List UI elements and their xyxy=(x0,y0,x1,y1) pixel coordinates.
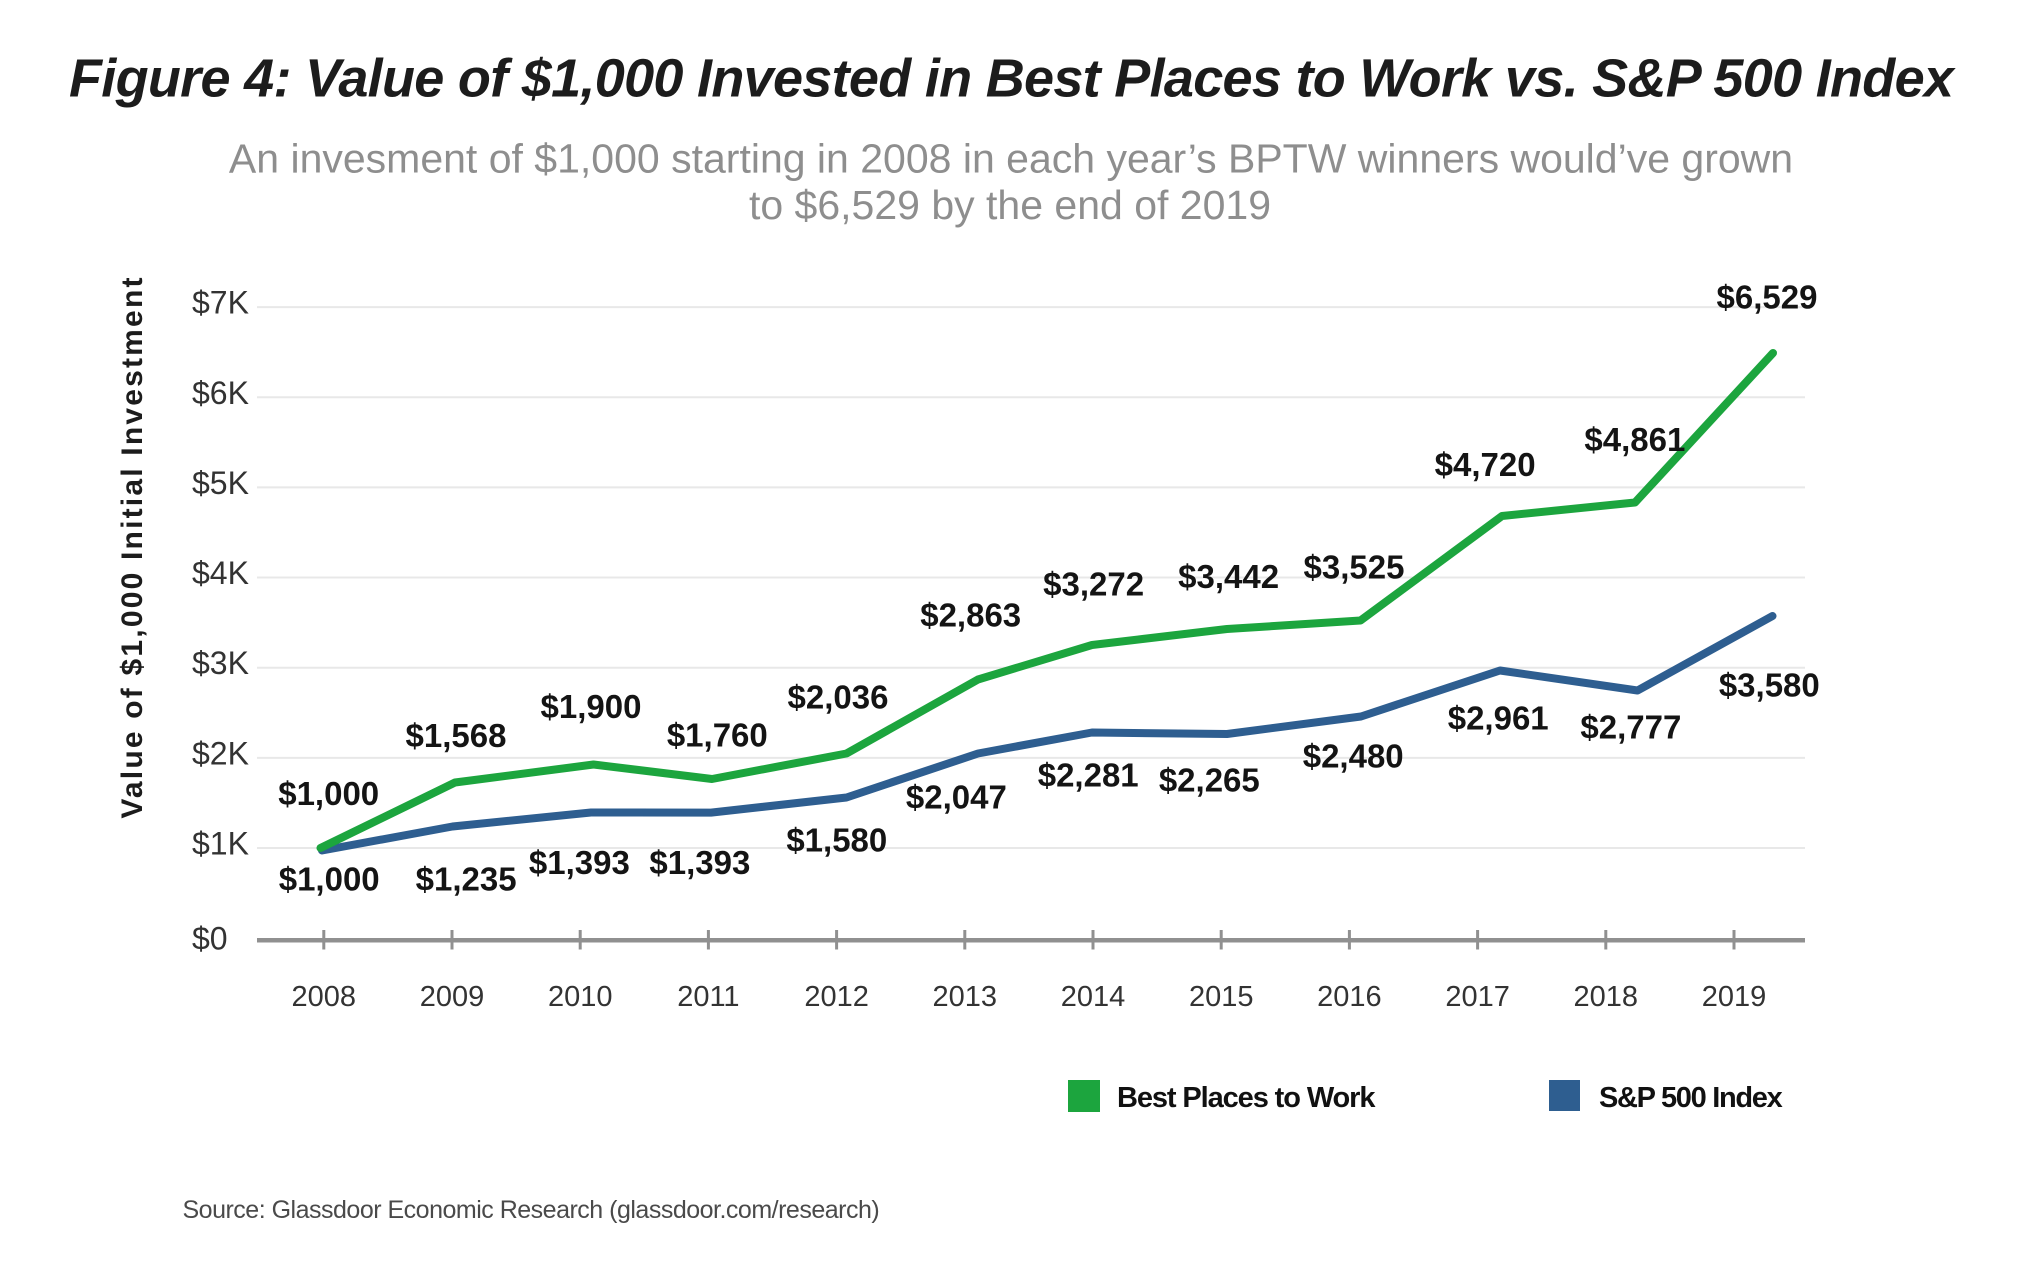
svg-text:$5K: $5K xyxy=(192,465,249,501)
svg-text:$3,525: $3,525 xyxy=(1304,549,1405,586)
svg-text:Source: Glassdoor Economic Res: Source: Glassdoor Economic Research (gla… xyxy=(183,1196,880,1224)
svg-text:$1,900: $1,900 xyxy=(541,688,642,725)
svg-text:to $6,529 by the end of 2019: to $6,529 by the end of 2019 xyxy=(749,182,1271,228)
svg-text:$3K: $3K xyxy=(192,645,249,681)
svg-text:2011: 2011 xyxy=(677,981,739,1013)
svg-text:$0: $0 xyxy=(192,921,228,957)
svg-text:$2K: $2K xyxy=(192,735,249,771)
svg-text:2019: 2019 xyxy=(1702,981,1767,1013)
svg-text:Value of $1,000 Initial Invest: Value of $1,000 Initial Investment xyxy=(116,275,149,818)
svg-text:$4K: $4K xyxy=(192,555,249,591)
svg-text:$1,393: $1,393 xyxy=(529,844,630,881)
svg-text:2017: 2017 xyxy=(1445,981,1510,1013)
svg-text:$1,000: $1,000 xyxy=(279,860,380,897)
svg-text:$7K: $7K xyxy=(192,285,249,321)
svg-text:2016: 2016 xyxy=(1317,981,1382,1013)
svg-text:2009: 2009 xyxy=(420,981,485,1013)
svg-text:$2,480: $2,480 xyxy=(1303,738,1404,775)
svg-text:$3,442: $3,442 xyxy=(1178,558,1279,595)
svg-text:$6K: $6K xyxy=(192,375,249,411)
svg-text:$4,720: $4,720 xyxy=(1435,446,1536,483)
svg-text:$2,047: $2,047 xyxy=(906,779,1007,816)
svg-text:2008: 2008 xyxy=(292,981,357,1013)
svg-text:$2,281: $2,281 xyxy=(1038,756,1139,793)
svg-text:An invesment of $1,000 startin: An invesment of $1,000 starting in 2008 … xyxy=(229,136,1793,182)
svg-text:Best Places to Work: Best Places to Work xyxy=(1117,1082,1376,1114)
svg-text:$1,568: $1,568 xyxy=(406,717,507,754)
svg-text:S&P 500 Index: S&P 500 Index xyxy=(1599,1082,1783,1114)
svg-text:$1,393: $1,393 xyxy=(649,844,750,881)
svg-text:$3,272: $3,272 xyxy=(1043,566,1144,603)
svg-text:$4,861: $4,861 xyxy=(1584,421,1685,458)
svg-text:$1,760: $1,760 xyxy=(667,717,768,754)
svg-text:$2,863: $2,863 xyxy=(920,597,1021,634)
svg-text:$3,580: $3,580 xyxy=(1719,666,1820,703)
svg-text:$2,961: $2,961 xyxy=(1448,700,1549,737)
svg-text:2015: 2015 xyxy=(1189,981,1254,1013)
svg-text:2013: 2013 xyxy=(933,981,998,1013)
svg-text:2014: 2014 xyxy=(1061,981,1126,1013)
svg-text:$2,777: $2,777 xyxy=(1580,709,1681,746)
svg-text:2010: 2010 xyxy=(548,981,613,1013)
svg-text:2018: 2018 xyxy=(1574,981,1639,1013)
svg-text:$2,265: $2,265 xyxy=(1159,762,1260,799)
svg-text:$6,529: $6,529 xyxy=(1717,279,1818,316)
svg-text:$1,580: $1,580 xyxy=(786,822,887,859)
svg-text:Figure 4: Value of $1,000 Inve: Figure 4: Value of $1,000 Invested in Be… xyxy=(69,49,1956,109)
svg-text:2012: 2012 xyxy=(804,981,869,1013)
svg-text:$1,235: $1,235 xyxy=(416,860,517,897)
svg-text:$1K: $1K xyxy=(192,826,249,862)
svg-text:$2,036: $2,036 xyxy=(788,679,889,716)
svg-text:$1,000: $1,000 xyxy=(278,775,379,812)
